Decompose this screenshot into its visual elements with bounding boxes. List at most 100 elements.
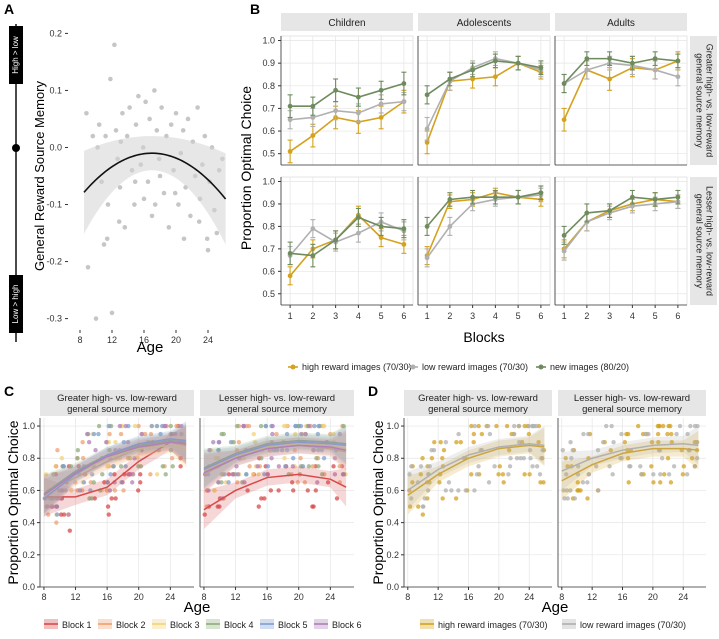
data-point [81,480,87,485]
data-point [207,447,212,453]
data-point [251,431,257,437]
data-point [562,496,567,501]
column-strip [555,13,687,31]
data-point [538,65,544,71]
data-point [215,504,220,509]
y-tick-label: 1.0 [22,421,35,431]
data-point [565,496,570,501]
data-point [211,488,217,493]
data-point [116,219,122,224]
data-point [272,447,277,453]
data-point [299,431,304,437]
data-point [688,423,693,429]
data-point [446,480,452,485]
row-strip-label: Lesser high- vs. low-rewardgeneral sourc… [694,186,714,296]
side-label-bottom-box [9,275,23,333]
x-tick-label: 3 [607,311,612,321]
data-point [424,126,430,132]
data-point [471,431,477,437]
x-tick-label: 12 [231,592,241,602]
series-line [563,200,678,252]
data-point [179,431,184,437]
data-point [608,447,613,453]
data-point [660,423,666,429]
data-point [447,197,453,202]
row-strip-line: general source memory [694,53,704,148]
legend-key-dot [290,364,296,370]
data-point [516,423,522,429]
y-tick-label: 0.4 [386,518,399,528]
data-point [355,110,361,116]
data-point [518,456,523,461]
data-point [54,512,60,517]
data-point [671,464,677,469]
row-strip-label: Greater high- vs. low-rewardgeneral sour… [694,44,714,158]
x-tick-label: 20 [294,592,304,602]
data-point [508,456,513,461]
data-point [420,456,425,461]
y-tick-label: 0.9 [262,58,275,68]
data-point [646,431,651,437]
data-point [127,472,132,477]
data-point [287,149,293,154]
data-point [170,464,175,469]
data-point [507,464,513,469]
data-point [256,472,261,477]
data-point [104,439,109,445]
data-point [331,431,336,437]
data-point [149,213,155,219]
data-point [106,423,111,429]
facet-panel [417,35,551,166]
data-point [355,230,361,236]
side-axis-dot [12,144,20,152]
x-tick-label: 24 [678,592,688,602]
data-point [424,224,430,229]
data-point [55,447,60,453]
data-point [163,472,168,477]
data-point [332,456,338,461]
x-tick-label: 6 [675,311,680,321]
data-point [152,202,158,207]
fit-curve [407,444,545,496]
data-point [290,464,296,469]
data-point [295,480,300,485]
series-line [426,191,542,227]
data-point [538,190,544,196]
data-point [118,464,124,469]
data-point [216,480,221,485]
data-point [659,456,665,461]
data-point [132,456,137,461]
data-point [337,431,343,437]
facet-strip-label: general source memory [428,404,528,415]
facet-strip [200,390,354,416]
row-strip-line: Lesser high- vs. low-reward [705,186,715,296]
data-point [89,472,95,477]
data-point [298,423,304,429]
data-point [107,431,112,437]
data-point [276,488,281,493]
data-point [341,423,346,429]
facet-strip [404,390,552,416]
data-point [692,464,698,469]
data-point [476,464,481,469]
data-point [234,447,240,453]
data-point [283,464,288,469]
data-point [540,447,545,453]
data-point [242,480,247,485]
y-tick-label: 0.4 [22,518,35,528]
data-point [113,439,118,445]
data-point [143,99,148,105]
fit-curve [561,442,699,472]
data-point [607,56,613,62]
data-point [196,219,202,224]
data-point [486,480,492,485]
x-tick-label: 8 [405,592,410,602]
data-point [66,512,71,517]
data-point [226,472,232,477]
facet-strip [558,390,706,416]
data-point [228,439,234,445]
data-point [112,42,117,48]
legend-label: Block 6 [332,620,362,630]
data-point [127,105,132,110]
data-point [492,58,498,64]
